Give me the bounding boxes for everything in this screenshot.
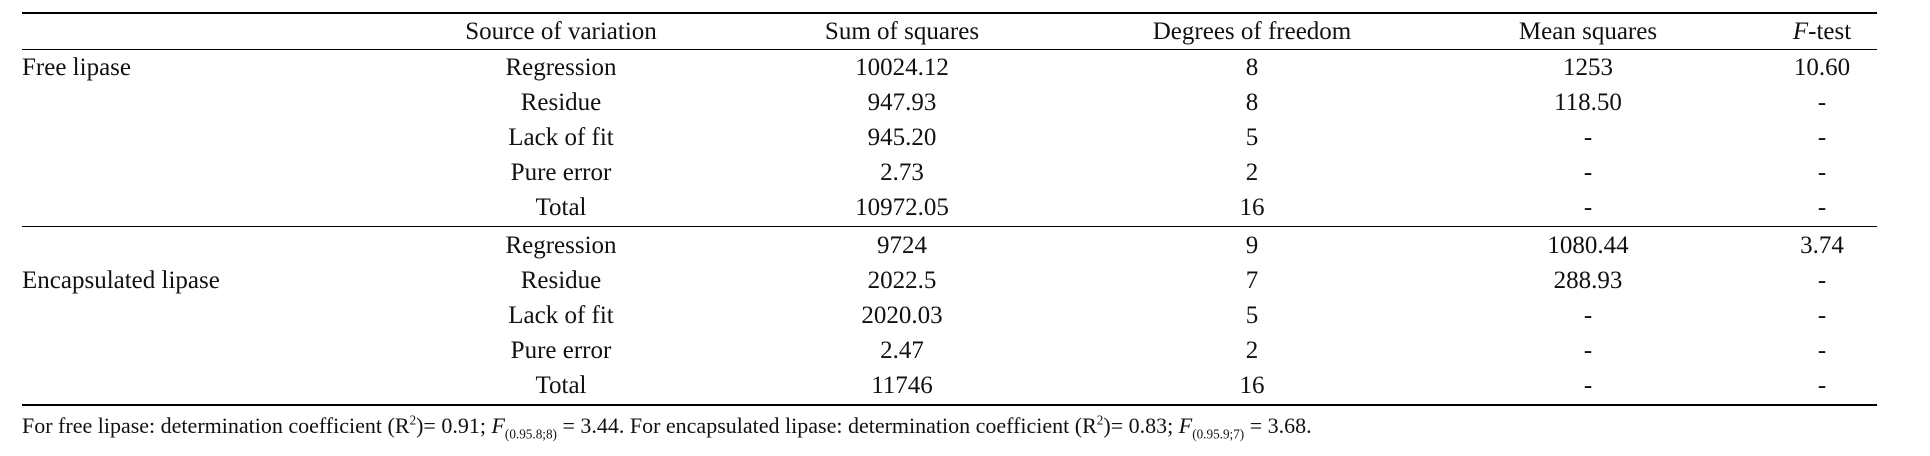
table-cell: - <box>1817 302 1827 329</box>
table-cell: - <box>1817 124 1827 151</box>
table-cell: - <box>1583 159 1593 186</box>
footnote-sub: (0.95.8;8) <box>504 426 557 442</box>
table-cell: 16 <box>1239 194 1265 221</box>
footnote-sub: (0.95.9;7) <box>1192 426 1245 442</box>
table-cell: 5 <box>1245 302 1259 329</box>
table-cell: 9 <box>1245 232 1259 259</box>
footnote-sup: 2 <box>409 412 417 428</box>
table-cell: 10.60 <box>1793 54 1851 81</box>
table-cell: 10024.12 <box>855 54 949 81</box>
table-cell: 1253 <box>1563 54 1613 81</box>
table-cell: - <box>1583 124 1593 151</box>
table-cell: - <box>1583 337 1593 364</box>
table-cell: 288.93 <box>1553 267 1623 294</box>
table-cell: - <box>1817 337 1827 364</box>
footnote: For free lipase: determination coefficie… <box>22 412 1312 442</box>
table-cell: - <box>1583 194 1593 221</box>
table-cell: - <box>1817 372 1827 399</box>
table-cell: - <box>1583 372 1593 399</box>
rule <box>22 404 1877 406</box>
column-header: Sum of squares <box>824 18 980 45</box>
table-cell: 945.20 <box>867 124 937 151</box>
footnote-text: )= 0.91; <box>416 413 492 438</box>
table-cell: 1080.44 <box>1547 232 1629 259</box>
table-cell: 947.93 <box>867 89 937 116</box>
table-cell: Pure error <box>510 159 612 186</box>
column-header: Degrees of freedom <box>1152 18 1352 45</box>
footnote-italic: F <box>491 413 505 438</box>
rule <box>22 12 1877 14</box>
table-cell: 10972.05 <box>855 194 949 221</box>
table-cell: Pure error <box>510 337 612 364</box>
table-cell: Total <box>535 194 587 221</box>
table-cell: 8 <box>1245 89 1259 116</box>
rule <box>22 226 1877 227</box>
table-cell: Lack of fit <box>508 124 614 151</box>
table-cell: 2.73 <box>880 159 924 186</box>
table-cell: 2 <box>1245 159 1259 186</box>
table-cell: - <box>1817 89 1827 116</box>
footnote-sup: 2 <box>1096 412 1104 428</box>
table-cell: - <box>1583 302 1593 329</box>
column-header: Mean squares <box>1518 18 1658 45</box>
footnote-text: For free lipase: determination coefficie… <box>22 413 410 438</box>
table-cell: 2 <box>1245 337 1259 364</box>
footnote-italic: F <box>1178 413 1193 438</box>
table-cell: 2.47 <box>880 337 924 364</box>
column-header: Source of variation <box>465 18 657 45</box>
table-cell: - <box>1817 159 1827 186</box>
table-cell: Residue <box>520 89 602 116</box>
group-label: Free lipase <box>22 54 131 81</box>
table-cell: - <box>1817 194 1827 221</box>
table-cell: 16 <box>1239 372 1265 399</box>
footnote-text: = 3.68. <box>1244 413 1312 438</box>
column-header: F-test <box>1793 14 1851 49</box>
table-cell: 8 <box>1245 54 1259 81</box>
table-cell: 9724 <box>877 232 927 259</box>
table-cell: 3.74 <box>1800 232 1844 259</box>
table-cell: Lack of fit <box>508 302 614 329</box>
table-cell: 7 <box>1245 267 1259 294</box>
table-cell: 11746 <box>871 372 933 399</box>
table-cell: 2022.5 <box>867 267 937 294</box>
table-cell: Total <box>535 372 587 399</box>
table-cell: Regression <box>505 232 617 259</box>
footnote-text: = 3.44. For encapsulated lipase: determi… <box>556 413 1097 438</box>
group-label: Encapsulated lipase <box>22 267 220 294</box>
table-cell: 118.50 <box>1554 89 1622 116</box>
rule <box>22 49 1877 50</box>
table-cell: - <box>1817 267 1827 294</box>
table-cell: 2020.03 <box>861 302 943 329</box>
table-cell: Residue <box>520 267 602 294</box>
header-text: -test <box>1808 18 1852 45</box>
table-cell: 5 <box>1245 124 1259 151</box>
footnote-text: )= 0.83; <box>1103 413 1179 438</box>
header-italic: F <box>1792 18 1809 45</box>
table-cell: Regression <box>505 54 617 81</box>
